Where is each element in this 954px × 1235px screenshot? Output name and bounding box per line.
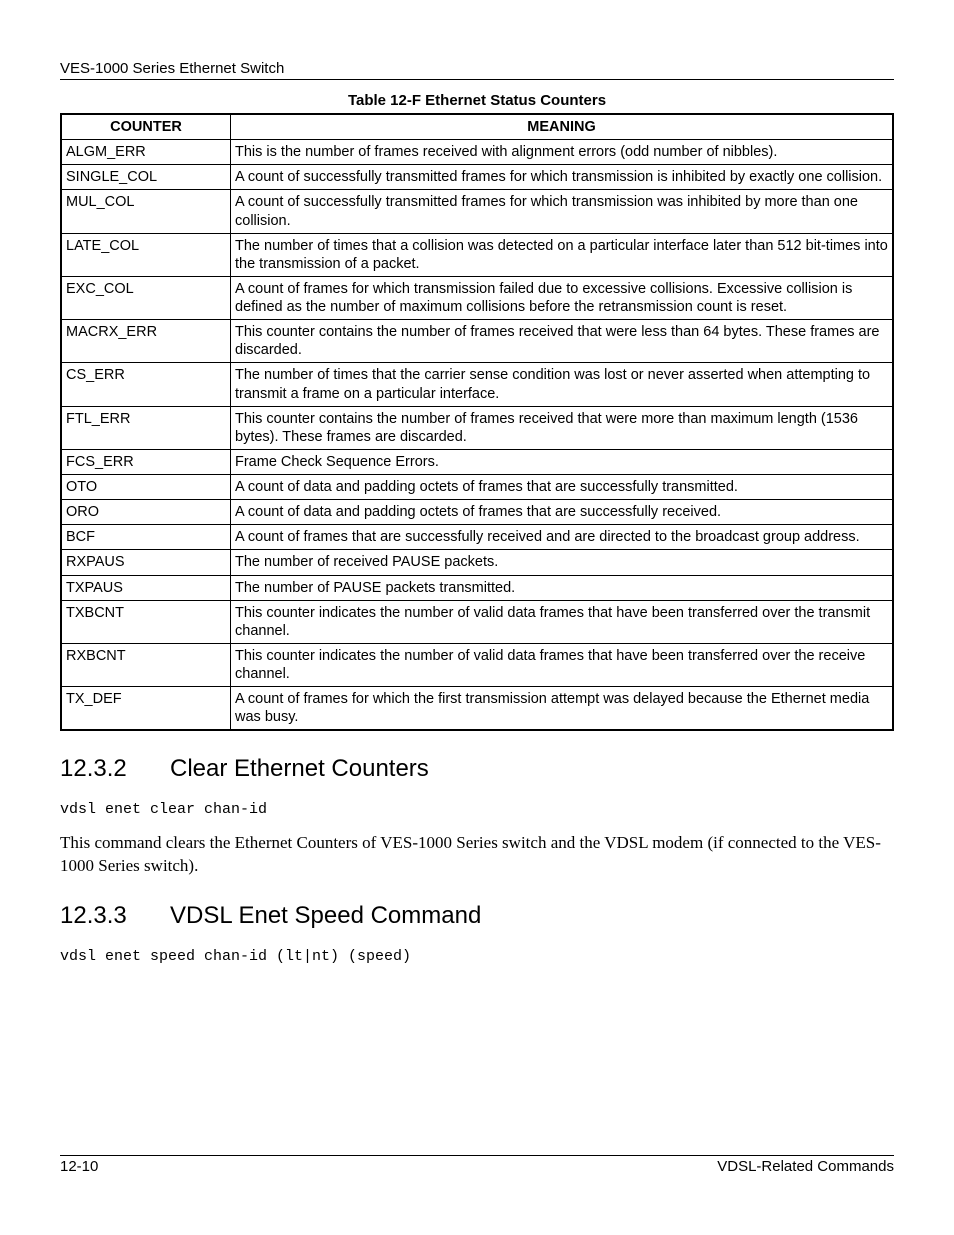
counters-table: COUNTER MEANING ALGM_ERRThis is the numb… [60,113,894,731]
section-heading: 12.3.3VDSL Enet Speed Command [60,902,894,930]
counter-name: TXBCNT [61,600,231,643]
counter-name: ALGM_ERR [61,140,231,165]
col-header-counter: COUNTER [61,114,231,140]
table-row: SINGLE_COLA count of successfully transm… [61,165,893,190]
section-title: Clear Ethernet Counters [170,755,429,782]
counter-meaning: A count of successfully transmitted fram… [231,190,894,233]
table-row: FCS_ERRFrame Check Sequence Errors. [61,449,893,474]
counter-meaning: A count of data and padding octets of fr… [231,475,894,500]
table-row: OROA count of data and padding octets of… [61,500,893,525]
col-header-meaning: MEANING [231,114,894,140]
table-row: OTOA count of data and padding octets of… [61,475,893,500]
counter-meaning: A count of frames that are successfully … [231,525,894,550]
counter-meaning: Frame Check Sequence Errors. [231,449,894,474]
counter-meaning: The number of times that the carrier sen… [231,363,894,406]
counter-name: CS_ERR [61,363,231,406]
table-header-row: COUNTER MEANING [61,114,893,140]
counter-name: ORO [61,500,231,525]
counter-meaning: This counter contains the number of fram… [231,406,894,449]
counter-name: EXC_COL [61,276,231,319]
counter-meaning: The number of PAUSE packets transmitted. [231,575,894,600]
table-row: ALGM_ERRThis is the number of frames rec… [61,140,893,165]
counter-name: FTL_ERR [61,406,231,449]
table-row: RXBCNTThis counter indicates the number … [61,643,893,686]
counter-meaning: A count of frames for which the first tr… [231,687,894,731]
table-row: TXPAUSThe number of PAUSE packets transm… [61,575,893,600]
counter-name: MACRX_ERR [61,320,231,363]
counter-name: BCF [61,525,231,550]
counter-meaning: The number of received PAUSE packets. [231,550,894,575]
table-row: CS_ERRThe number of times that the carri… [61,363,893,406]
counter-meaning: A count of successfully transmitted fram… [231,165,894,190]
section-number: 12.3.3 [60,902,170,930]
table-title: Table 12-F Ethernet Status Counters [60,92,894,109]
code-block: vdsl enet clear chan-id [60,801,894,818]
table-row: TX_DEFA count of frames for which the fi… [61,687,893,731]
table-row: LATE_COLThe number of times that a colli… [61,233,893,276]
counter-name: OTO [61,475,231,500]
section-number: 12.3.2 [60,755,170,783]
counter-name: RXPAUS [61,550,231,575]
counter-name: RXBCNT [61,643,231,686]
counter-meaning: A count of frames for which transmission… [231,276,894,319]
page-header: VES-1000 Series Ethernet Switch [60,60,894,80]
counter-name: LATE_COL [61,233,231,276]
counter-name: MUL_COL [61,190,231,233]
code-block: vdsl enet speed chan-id (lt|nt) (speed) [60,948,894,965]
section-heading: 12.3.2Clear Ethernet Counters [60,755,894,783]
footer-page-number: 12-10 [60,1158,98,1175]
counter-meaning: This counter indicates the number of val… [231,600,894,643]
table-row: EXC_COLA count of frames for which trans… [61,276,893,319]
counter-meaning: This counter contains the number of fram… [231,320,894,363]
table-row: BCFA count of frames that are successful… [61,525,893,550]
counter-meaning: The number of times that a collision was… [231,233,894,276]
footer-section-title: VDSL-Related Commands [717,1158,894,1175]
page-footer: 12-10 VDSL-Related Commands [60,1155,894,1175]
table-row: FTL_ERRThis counter contains the number … [61,406,893,449]
counter-meaning: This counter indicates the number of val… [231,643,894,686]
table-row: TXBCNTThis counter indicates the number … [61,600,893,643]
counter-name: FCS_ERR [61,449,231,474]
table-row: RXPAUSThe number of received PAUSE packe… [61,550,893,575]
counter-name: SINGLE_COL [61,165,231,190]
table-row: MACRX_ERRThis counter contains the numbe… [61,320,893,363]
table-row: MUL_COLA count of successfully transmitt… [61,190,893,233]
counter-name: TX_DEF [61,687,231,731]
counter-meaning: A count of data and padding octets of fr… [231,500,894,525]
counter-name: TXPAUS [61,575,231,600]
section-body: This command clears the Ethernet Counter… [60,832,894,878]
counter-meaning: This is the number of frames received wi… [231,140,894,165]
page: VES-1000 Series Ethernet Switch Table 12… [0,0,954,1235]
section-title: VDSL Enet Speed Command [170,902,481,929]
